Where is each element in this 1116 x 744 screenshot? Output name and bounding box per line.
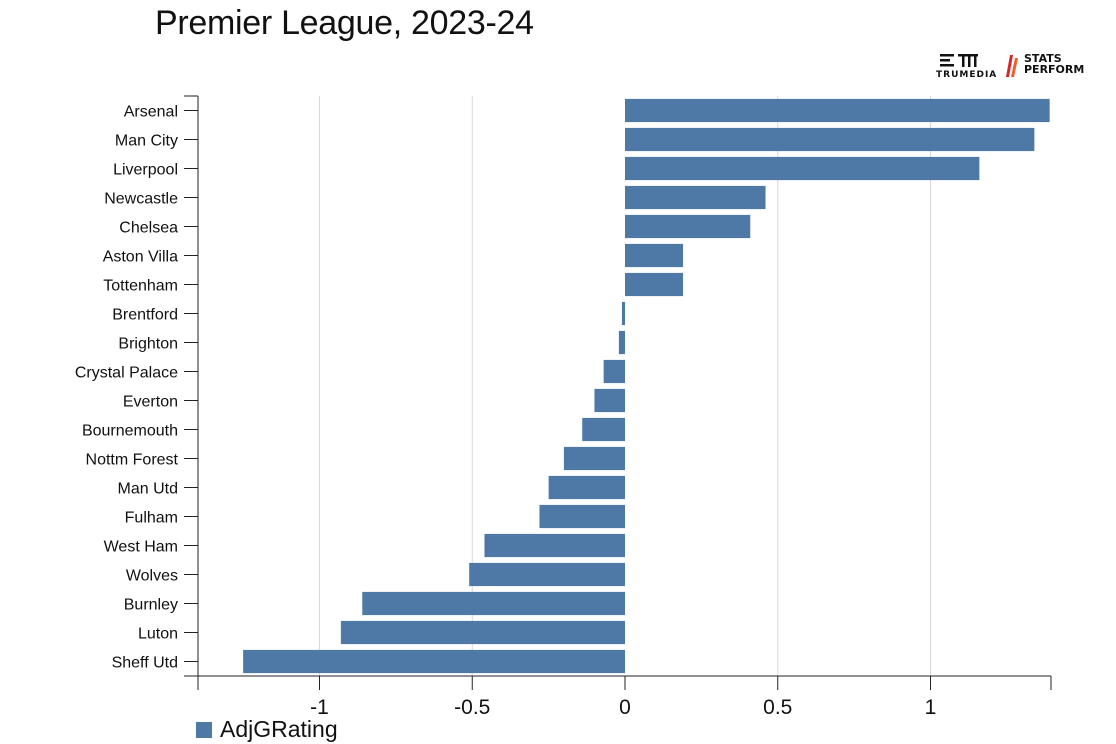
- legend-swatch: [196, 722, 212, 738]
- stats-perform-line2: PERFORM: [1024, 63, 1085, 76]
- y-tick-label: Nottm Forest: [86, 452, 179, 469]
- logos: TRUMEDIA STATS PERFORM: [934, 52, 1084, 82]
- y-tick-label: Aston Villa: [103, 249, 178, 266]
- bar: [625, 185, 766, 210]
- y-tick-label: Wolves: [126, 568, 178, 585]
- bar: [625, 127, 1035, 152]
- y-tick-label: Sheff Utd: [112, 655, 178, 672]
- trumedia-text: TRUMEDIA: [936, 70, 998, 80]
- y-tick-label: Fulham: [125, 510, 178, 527]
- y-tick-label: Luton: [138, 626, 178, 643]
- y-tick-label: Man Utd: [118, 481, 178, 498]
- bar: [603, 359, 625, 384]
- y-tick-label: West Ham: [104, 539, 178, 556]
- x-tick-label: 1: [925, 696, 937, 719]
- bar: [625, 243, 684, 268]
- bar: [548, 475, 625, 500]
- y-tick-label: Man City: [115, 133, 178, 150]
- bar: [582, 417, 625, 442]
- y-tick-label: Liverpool: [113, 162, 178, 179]
- bar: [484, 533, 625, 558]
- bar: [625, 98, 1050, 123]
- trumedia-logo: TRUMEDIA: [934, 52, 996, 82]
- bar: [594, 388, 625, 413]
- y-tick-label: Newcastle: [104, 191, 178, 208]
- chart-title: Premier League, 2023-24: [155, 4, 534, 42]
- y-tick-label: Brentford: [112, 307, 178, 324]
- bar: [618, 330, 625, 355]
- y-tick-label: Crystal Palace: [75, 365, 178, 382]
- y-tick-label: Arsenal: [124, 104, 178, 121]
- y-tick-label: Brighton: [118, 336, 178, 353]
- bar: [563, 446, 625, 471]
- bar: [625, 214, 751, 239]
- x-tick-label: 0.5: [763, 696, 792, 719]
- x-tick-label: -0.5: [454, 696, 490, 719]
- y-tick-label: Burnley: [124, 597, 178, 614]
- trumedia-icon: [940, 54, 978, 67]
- bar: [621, 301, 625, 326]
- y-tick-label: Chelsea: [119, 220, 178, 237]
- bar: [539, 504, 625, 529]
- stats-perform-icon: [1006, 55, 1018, 77]
- x-tick-label: 0: [619, 696, 631, 719]
- y-tick-label: Tottenham: [103, 278, 178, 295]
- stats-perform-logo: STATS PERFORM: [1004, 52, 1084, 82]
- stats-perform-text: STATS PERFORM: [1024, 53, 1084, 75]
- bar: [243, 649, 625, 674]
- bar: [625, 156, 980, 181]
- x-tick-label: -1: [310, 696, 329, 719]
- bar: [469, 562, 625, 587]
- stats-perform-line1: STATS: [1024, 52, 1062, 65]
- bar: [340, 620, 625, 645]
- y-tick-label: Bournemouth: [82, 423, 178, 440]
- y-tick-label: Everton: [123, 394, 178, 411]
- bar: [362, 591, 625, 616]
- bar: [625, 272, 684, 297]
- legend-label: AdjGRating: [220, 716, 338, 742]
